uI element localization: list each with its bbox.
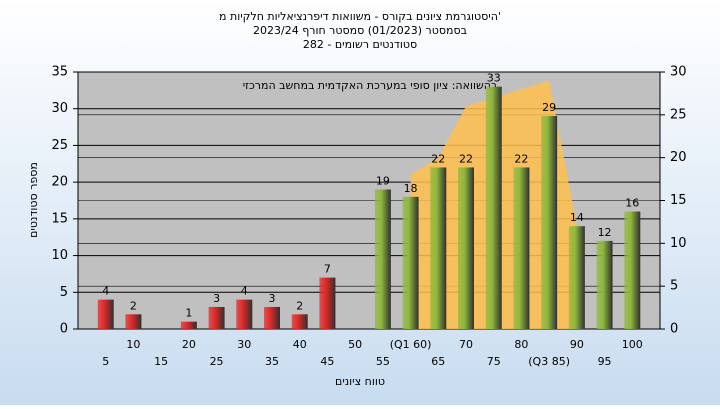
bar xyxy=(125,314,142,329)
y-tick-label: 0 xyxy=(60,322,68,337)
x-tick-label: 70 xyxy=(459,338,473,351)
x-tick-label: 50 xyxy=(348,338,362,351)
y2-tick-label: 15 xyxy=(670,193,687,208)
value-label: 2 xyxy=(296,299,303,312)
y2-tick-label: 0 xyxy=(670,322,678,337)
x-tick-label: 65 xyxy=(431,355,445,368)
value-label: 7 xyxy=(324,263,331,276)
title-line: היסטוגרמת ציונים בקורס - משוואות דיפרנצי… xyxy=(219,10,501,23)
x-tick-label: 90 xyxy=(570,338,584,351)
value-label: 3 xyxy=(269,292,276,305)
x-tick-label: 40 xyxy=(293,338,307,351)
bar xyxy=(430,167,447,329)
value-label: 12 xyxy=(598,226,612,239)
y2-tick-label: 10 xyxy=(670,236,687,251)
x-tick-label: (Q1 60) xyxy=(390,338,432,351)
bar xyxy=(180,321,197,329)
value-label: 22 xyxy=(514,152,528,165)
x-tick-label: 45 xyxy=(320,355,334,368)
bar xyxy=(208,306,225,329)
value-label: 4 xyxy=(102,285,109,298)
x-tick-label: 95 xyxy=(598,355,612,368)
bar xyxy=(319,277,336,329)
title-line: סטודנטים רשומים - 282 xyxy=(303,38,417,51)
bar xyxy=(485,86,502,329)
value-label: 22 xyxy=(459,152,473,165)
x-tick-label: 75 xyxy=(487,355,501,368)
bar xyxy=(458,167,474,329)
value-label: 4 xyxy=(241,285,248,298)
value-label: 18 xyxy=(404,182,418,195)
x-tick-label: 35 xyxy=(265,355,279,368)
bar xyxy=(402,196,419,329)
y-tick-label: 35 xyxy=(51,65,68,80)
y-axis-label: מספר סטודנטים xyxy=(27,162,40,238)
bar xyxy=(624,211,641,329)
y-tick-label: 30 xyxy=(51,101,68,116)
value-label: 16 xyxy=(625,197,639,210)
x-tick-label: 25 xyxy=(210,355,224,368)
value-label: 2 xyxy=(130,299,137,312)
bar xyxy=(374,189,391,329)
value-label: 3 xyxy=(213,292,220,305)
value-label: 19 xyxy=(376,174,390,187)
bar xyxy=(541,116,558,329)
bar xyxy=(596,240,613,329)
y-tick-label: 5 xyxy=(60,285,68,300)
x-tick-label: 30 xyxy=(237,338,251,351)
bar xyxy=(264,306,280,329)
y-tick-label: 15 xyxy=(51,211,68,226)
y-tick-label: 20 xyxy=(51,175,68,190)
y-tick-label: 10 xyxy=(51,248,68,263)
bar xyxy=(513,167,530,329)
value-label: 22 xyxy=(431,152,445,165)
title-line: בסמסטר (01/2023) סמסטר חורף 2023/24 xyxy=(253,24,467,37)
x-tick-label: (Q3 85) xyxy=(528,355,570,368)
bar xyxy=(568,226,585,329)
x-tick-label: 20 xyxy=(182,338,196,351)
y2-tick-label: 20 xyxy=(670,150,687,165)
bar xyxy=(236,299,253,329)
value-label: 14 xyxy=(570,211,584,224)
y2-tick-label: 30 xyxy=(670,65,687,80)
value-label: 29 xyxy=(542,101,556,114)
annotation: בהשוואה: ציון סופי במערכת האקדמית במחשב … xyxy=(243,79,498,92)
x-tick-label: 5 xyxy=(102,355,109,368)
x-tick-label: 80 xyxy=(514,338,528,351)
y-tick-label: 25 xyxy=(51,138,68,153)
y2-tick-label: 5 xyxy=(670,279,678,294)
x-tick-label: 15 xyxy=(154,355,168,368)
y2-tick-label: 25 xyxy=(670,107,687,122)
x-tick-label: 100 xyxy=(622,338,643,351)
x-tick-label: 55 xyxy=(376,355,390,368)
bar xyxy=(97,299,114,329)
value-label: 33 xyxy=(487,72,501,85)
value-label: 1 xyxy=(185,307,192,320)
x-axis-label: טווח ציונים xyxy=(335,375,385,388)
bar xyxy=(291,314,308,329)
x-tick-label: 10 xyxy=(126,338,140,351)
